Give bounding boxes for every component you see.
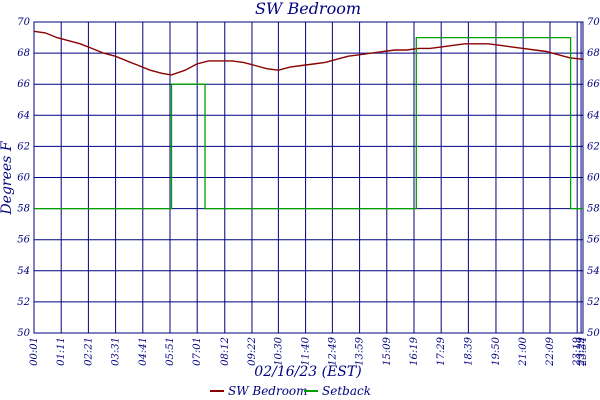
x-tick-label: 16:19 <box>409 336 420 365</box>
x-tick-label: 23:29 <box>576 336 587 366</box>
x-tick-label: 17:29 <box>436 336 447 365</box>
legend-label-sw-bedroom: SW Bedroom <box>228 384 308 398</box>
y-tick-label: 52 <box>17 297 30 308</box>
x-tick-label: 07:01 <box>192 337 203 366</box>
y-tick-label-right: 68 <box>587 48 600 59</box>
tick-labels: 50 50 52 52 54 54 56 56 58 58 60 60 62 62 64 64 66 66 68 68… <box>17 17 600 367</box>
y-tick-label: 68 <box>17 48 30 59</box>
x-tick-label: 04:41 <box>138 337 149 366</box>
y-tick-label: 58 <box>17 204 30 215</box>
x-tick-label: 19:50 <box>491 336 502 365</box>
x-tick-label: 23:34 <box>578 337 589 367</box>
y-tick-label-right: 66 <box>587 79 600 90</box>
x-tick-label: 01:11 <box>56 337 67 366</box>
series-lines <box>33 30 584 210</box>
plot-frame <box>33 21 584 334</box>
x-tick-label: 03:31 <box>111 337 122 366</box>
y-tick-label-right: 60 <box>587 173 600 184</box>
y-tick-label: 62 <box>17 141 30 152</box>
x-tick-label: 23:19 <box>572 336 583 366</box>
x-tick-label: 05:51 <box>165 337 176 366</box>
x-tick-label: 22:09 <box>545 336 556 366</box>
x-tick-label: 08:12 <box>220 337 231 366</box>
y-tick-label-right: 56 <box>587 235 600 246</box>
x-axis-label: 02/16/23 (EST) <box>254 364 361 380</box>
x-tick-label: 02:21 <box>83 337 94 366</box>
x-tick-label: 13:59 <box>355 336 366 365</box>
legend-label-setback: Setback <box>322 384 371 398</box>
y-tick-label-right: 58 <box>587 204 600 215</box>
y-tick-label-right: 54 <box>587 266 600 277</box>
y-tick-label-right: 70 <box>587 17 600 28</box>
sw-bedroom-series-line <box>33 30 584 76</box>
y-tick-label: 56 <box>17 235 30 246</box>
y-tick-label: 60 <box>17 173 30 184</box>
x-tick-label: 00:01 <box>29 337 40 366</box>
x-tick-label: 10:30 <box>273 336 284 365</box>
x-tick-label: 18:39 <box>463 336 474 365</box>
x-tick-label: 09:22 <box>247 337 258 366</box>
y-tick-label-right: 52 <box>587 297 600 308</box>
x-tick-label: 15:09 <box>382 336 393 365</box>
y-tick-label-right: 62 <box>587 141 600 152</box>
setback-series-line <box>34 36 583 210</box>
y-tick-label: 50 <box>17 328 30 339</box>
y-tick-label: 66 <box>17 79 30 90</box>
y-axis-label: Degrees F <box>0 140 15 215</box>
y-tick-label-right: 50 <box>587 328 600 339</box>
grid <box>33 21 584 334</box>
x-tick-label: 11:40 <box>301 336 312 365</box>
x-tick-label: 12:49 <box>327 336 338 365</box>
y-tick-label: 70 <box>17 17 30 28</box>
legend: SW Bedroom Setback <box>210 384 371 398</box>
x-tick-label: 21:00 <box>518 336 529 366</box>
y-tick-label: 64 <box>17 110 30 121</box>
chart-title: SW Bedroom <box>255 0 361 18</box>
y-tick-label-right: 64 <box>587 110 600 121</box>
y-tick-label: 54 <box>17 266 30 277</box>
